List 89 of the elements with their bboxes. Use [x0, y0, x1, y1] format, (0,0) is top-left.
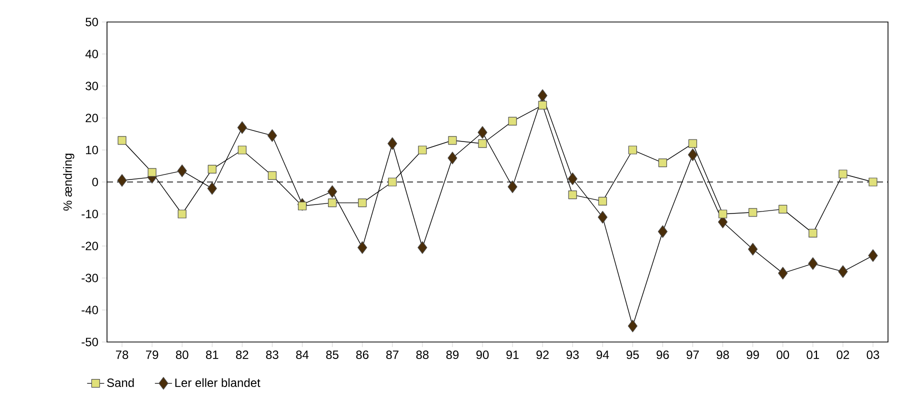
x-tick-label: 95 [626, 350, 639, 360]
y-tick-label: 50 [86, 18, 98, 26]
y-tick-label: 0 [92, 178, 98, 186]
point [207, 182, 217, 195]
x-tick-label: 02 [836, 350, 850, 360]
point [808, 257, 818, 270]
point [838, 170, 848, 178]
legend-label: Sand [107, 378, 134, 388]
y-axis-title: % ændring [63, 154, 74, 211]
point [298, 202, 307, 210]
y-tick-label: -30 [82, 274, 98, 282]
point [838, 265, 848, 278]
point [237, 121, 247, 134]
x-tick-label: 97 [686, 350, 699, 360]
point [748, 242, 758, 256]
x-tick-label: 81 [206, 350, 218, 360]
x-tick-label: 84 [296, 350, 309, 360]
x-tick-label: 87 [386, 350, 398, 360]
x-tick-label: 01 [806, 350, 819, 360]
point [148, 168, 156, 177]
x-tick-label: 99 [746, 350, 759, 360]
point [538, 100, 547, 110]
point [388, 137, 398, 150]
point [388, 178, 397, 186]
x-tick-label: 85 [326, 350, 338, 360]
point [178, 210, 186, 218]
x-tick-label: 90 [476, 350, 489, 360]
y-tick-label: 10 [86, 146, 98, 154]
x-tick-label: 93 [566, 350, 579, 360]
x-tick-label: 80 [176, 350, 188, 360]
y-tick-label: -20 [82, 242, 98, 250]
point [568, 172, 578, 186]
point [117, 174, 127, 187]
point [118, 136, 126, 145]
point [177, 164, 187, 178]
point [598, 210, 608, 224]
x-tick-label: 82 [236, 350, 248, 360]
x-tick-label: 92 [536, 350, 549, 360]
point [208, 164, 216, 174]
point [628, 320, 638, 332]
point [358, 241, 368, 254]
point [238, 146, 246, 154]
x-tick-label: 91 [506, 350, 519, 360]
y-tick-label: 30 [86, 82, 98, 90]
point [808, 228, 818, 238]
x-tick-label: 79 [146, 350, 158, 360]
point [538, 89, 548, 102]
x-tick-label: 78 [116, 350, 128, 360]
x-tick-label: 89 [446, 350, 459, 360]
point [508, 180, 518, 194]
point [868, 178, 878, 186]
point [778, 204, 788, 214]
point [418, 146, 427, 154]
point [628, 146, 637, 154]
y-tick-label: 40 [85, 50, 98, 58]
point [568, 190, 577, 200]
point [478, 126, 488, 139]
x-tick-label: 96 [656, 350, 669, 360]
x-tick-label: 88 [416, 350, 429, 360]
point [688, 139, 698, 148]
point [268, 171, 277, 180]
y-tick-label: -50 [82, 338, 98, 346]
x-tick-label: 94 [596, 350, 609, 360]
y-tick-label: -10 [82, 210, 98, 218]
point [778, 266, 788, 280]
x-tick-label: 98 [716, 350, 729, 360]
point [328, 198, 337, 208]
point [658, 225, 668, 238]
x-tick-label: 00 [776, 350, 790, 360]
point [267, 129, 278, 142]
point [688, 148, 698, 162]
point [868, 249, 878, 262]
point [358, 198, 367, 208]
x-tick-label: 03 [866, 350, 880, 360]
x-tick-label: 86 [356, 350, 368, 360]
point [718, 210, 728, 218]
point [658, 158, 668, 168]
x-tick-label: 83 [266, 350, 278, 360]
point [418, 241, 428, 254]
point [327, 185, 338, 198]
y-tick-label: 20 [86, 114, 98, 122]
point [508, 116, 517, 126]
point [448, 136, 457, 145]
point [748, 208, 758, 217]
point [478, 139, 487, 148]
point [598, 196, 607, 206]
y-tick-label: -40 [82, 306, 98, 314]
point [448, 152, 458, 164]
legend-label: Ler eller blandet [175, 378, 260, 388]
